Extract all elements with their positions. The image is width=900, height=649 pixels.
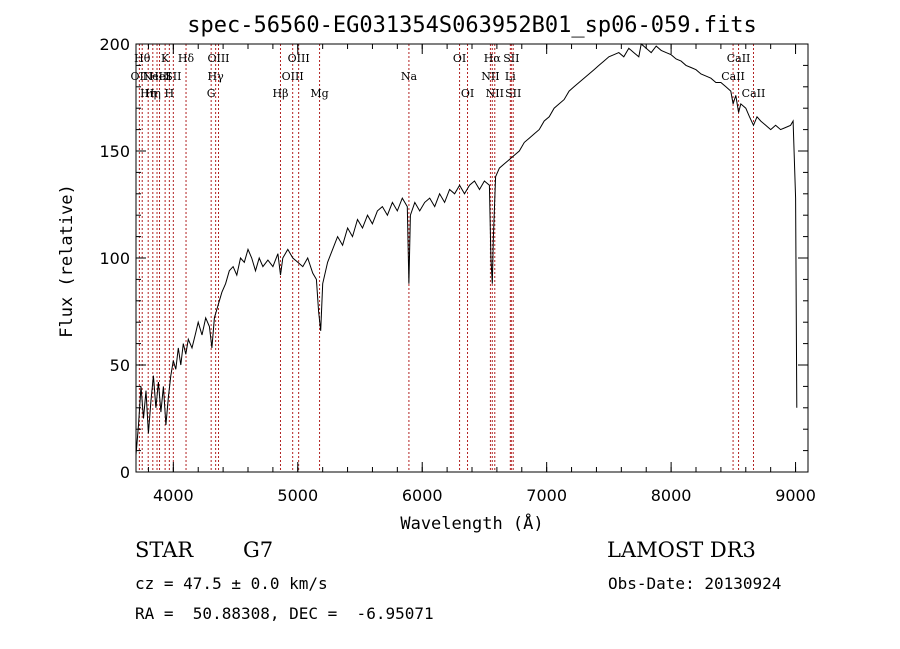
x-tick-label: 9000	[775, 486, 816, 505]
observation-date: Obs-Date: 20130924	[608, 574, 782, 593]
line-label: OI	[461, 87, 474, 100]
line-label: Mg	[310, 87, 328, 100]
line-label: Hη	[140, 87, 156, 100]
object-class: STAR	[135, 538, 194, 562]
line-label: NII	[486, 87, 504, 100]
line-label: Hη	[145, 87, 161, 100]
y-axis: 0 50 100 150 200	[99, 35, 808, 482]
line-label: Hθ	[134, 52, 151, 65]
x-axis: 4000 5000 6000 7000 8000 9000	[147, 44, 816, 505]
line-label: Li	[505, 70, 516, 83]
line-label: CaII	[742, 87, 766, 100]
y-tick-label: 100	[99, 249, 130, 268]
survey-name: LAMOST DR3	[607, 538, 756, 562]
line-label: HeI	[149, 70, 169, 83]
chart-title: spec-56560-EG031354S063952B01_sp06-059.f…	[187, 13, 757, 38]
line-label: SII	[505, 87, 521, 100]
line-label: OIII	[207, 52, 229, 65]
x-tick-label: 6000	[402, 486, 443, 505]
line-label: CaII	[721, 70, 745, 83]
plot-frame	[135, 43, 809, 473]
line-label: SII	[503, 52, 519, 65]
line-label: SII	[165, 70, 181, 83]
line-label: NeIII	[142, 70, 171, 83]
line-label: Na	[401, 70, 418, 83]
x-axis-label: Wavelength (Å)	[400, 512, 543, 534]
ra-dec-coordinates: RA = 50.88308, DEC = -6.95071	[135, 604, 434, 623]
emission-line-markers	[138, 44, 754, 472]
y-tick-label: 200	[99, 35, 130, 54]
line-label: G	[207, 87, 216, 100]
y-axis-label: Flux (relative)	[57, 184, 77, 338]
line-label: Hβ	[273, 87, 289, 100]
line-label: Hδ	[178, 52, 195, 65]
line-label: H	[165, 87, 175, 100]
line-label: OII	[131, 70, 149, 83]
x-tick-label: 7000	[526, 486, 567, 505]
y-tick-label: 50	[110, 356, 130, 375]
line-label: K	[161, 52, 170, 65]
line-label: NII	[481, 70, 499, 83]
line-label: Hα	[484, 52, 502, 65]
x-tick-label: 4000	[153, 486, 194, 505]
line-label: CaII	[727, 52, 751, 65]
line-label: OIII	[288, 52, 310, 65]
line-label: OIII	[282, 70, 304, 83]
object-subclass: G7	[243, 538, 274, 562]
y-tick-label: 150	[99, 142, 130, 161]
redshift-cz: cz = 47.5 ± 0.0 km/s	[135, 574, 328, 593]
spectrum-line	[135, 43, 798, 455]
x-tick-label: 5000	[277, 486, 318, 505]
line-label: Hγ	[208, 70, 225, 83]
x-tick-label: 8000	[651, 486, 692, 505]
y-tick-label: 0	[120, 463, 130, 482]
line-label: OI	[453, 52, 466, 65]
